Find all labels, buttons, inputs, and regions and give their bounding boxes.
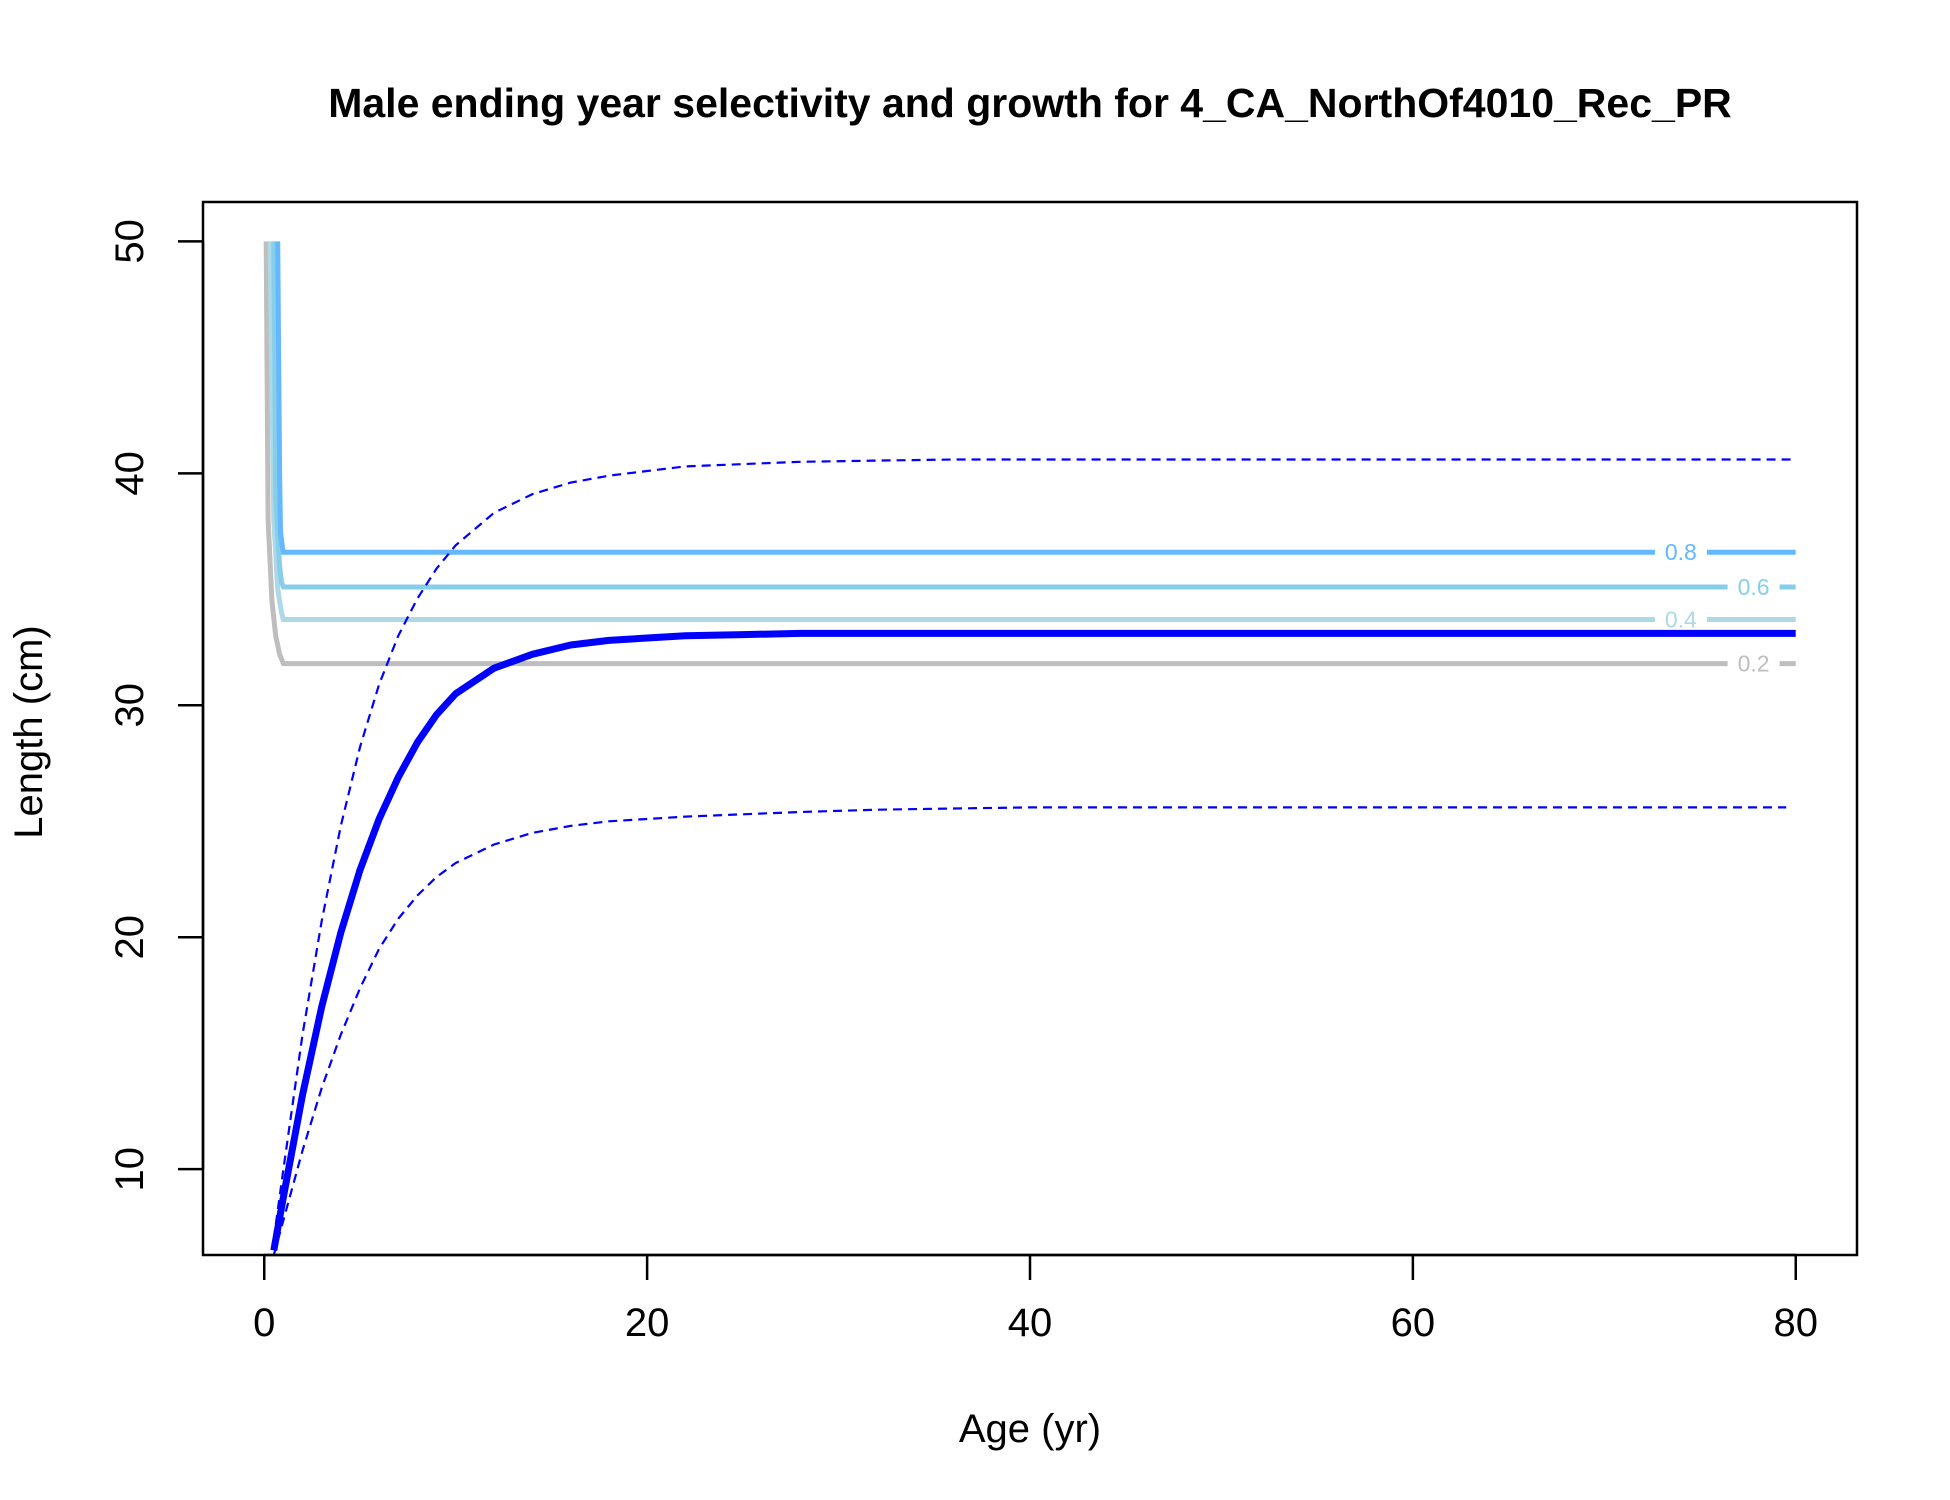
contour-line-0.4: [267, 241, 1655, 622]
x-tick-label: 60: [1391, 1301, 1436, 1345]
x-tick-label: 40: [1008, 1301, 1053, 1345]
growth-upper-ci-line: [272, 458, 1796, 1239]
contour-label-0.8: 0.8: [1665, 539, 1697, 565]
y-tick-label: 40: [108, 451, 152, 496]
y-tick-label: 20: [108, 915, 152, 960]
y-tick-label: 50: [108, 219, 152, 264]
contour-label-0.4: 0.4: [1665, 606, 1697, 632]
contour-label-0.2: 0.2: [1738, 651, 1770, 677]
y-axis-label: Length (cm): [7, 625, 51, 838]
x-tick-label: 0: [253, 1301, 275, 1345]
y-tick-label: 10: [108, 1147, 152, 1192]
plot-area: 0.2 0.4 0.6 0.8: [201, 200, 1859, 1257]
plot-frame: [201, 200, 1859, 1257]
x-tick-label: 20: [625, 1301, 670, 1345]
selectivity-contours: [263, 241, 1796, 667]
contour-label-0.6: 0.6: [1738, 574, 1770, 600]
x-axis-label: Age (yr): [959, 1407, 1101, 1451]
contour-line-0.2: [263, 241, 1728, 667]
contour-line-0.6: [271, 241, 1728, 590]
y-tick-label: 30: [108, 683, 152, 728]
x-axis: 0 20 40 60 80: [253, 1253, 1818, 1345]
x-tick-label: 80: [1773, 1301, 1818, 1345]
growth-lower-ci-line: [272, 806, 1787, 1256]
growth-curves: [270, 458, 1796, 1256]
contour-line-0.8: [275, 241, 1655, 555]
chart-title: Male ending year selectivity and growth …: [328, 80, 1732, 126]
contour-labels: 0.2 0.4 0.6 0.8: [1665, 539, 1770, 676]
y-axis: 10 20 30 40 50: [108, 219, 205, 1192]
growth-mean-line: [270, 629, 1796, 1252]
